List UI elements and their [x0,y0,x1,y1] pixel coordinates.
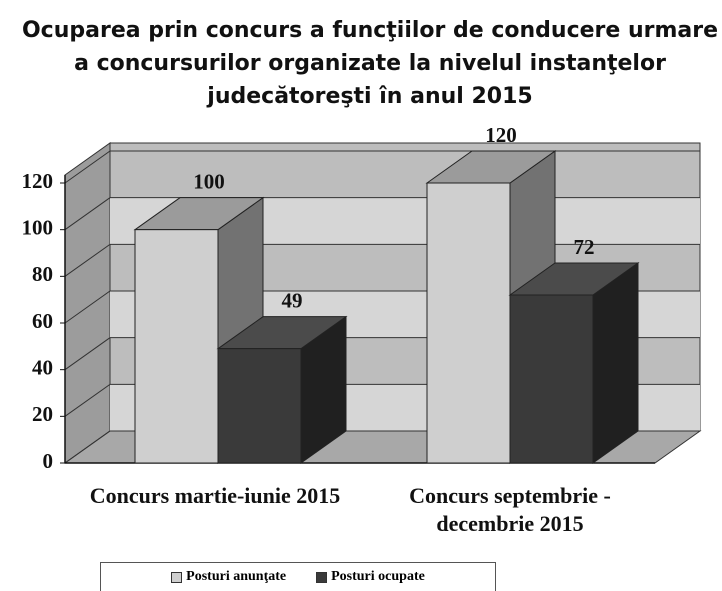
x-tick-label: Concurs martie-iunie 2015 [89,483,341,508]
y-tick-label: 120 [22,169,54,193]
data-label: 49 [282,288,303,312]
y-tick-label: 0 [43,449,54,473]
bar-side [592,262,639,464]
legend-swatch [171,571,183,583]
legend-item: Posturi ocupate [316,569,425,585]
legend-label: Posturi anunţate [186,569,287,584]
chart-title: Ocuparea prin concurs a funcţiilor de co… [21,18,719,109]
legend-label: Posturi ocupate [331,569,425,584]
legend-swatch [316,571,328,583]
y-tick-label: 100 [22,215,54,239]
legend-item: Posturi anunţate [171,569,286,585]
y-tick-label: 60 [32,309,53,333]
bar [216,315,348,464]
bar-front [134,229,219,464]
side-wall [64,142,111,464]
bar-front [509,294,594,464]
legend: Posturi anunţate Posturi ocupate [100,562,496,591]
bar [508,262,640,464]
y-tick-label: 20 [32,402,53,426]
y-tick-label: 40 [32,355,53,379]
bar-front [217,348,302,464]
data-label: 72 [574,235,595,259]
data-label: 120 [485,123,517,147]
x-tick-label: Concurs septembrie - decembrie 2015 [409,483,611,536]
data-label: 100 [193,169,225,193]
bar-front [426,182,511,464]
y-tick-label: 80 [32,262,53,286]
